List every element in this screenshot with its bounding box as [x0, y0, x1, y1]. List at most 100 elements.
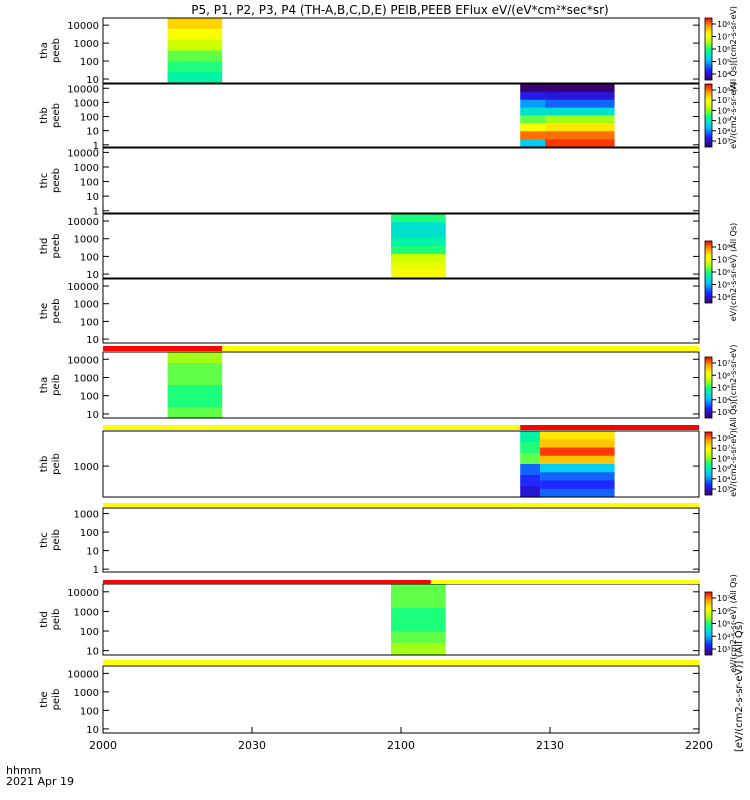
spectrogram-cell — [520, 486, 541, 498]
colorbar-gradient — [704, 240, 713, 304]
colorbar-tick-label: 10⁵ — [717, 384, 730, 393]
spectrogram-cell — [540, 447, 615, 457]
panel-label-probe: thb — [39, 107, 50, 124]
spectrogram-cell — [520, 131, 546, 140]
colorbar-tick-label: 10⁷ — [717, 256, 730, 265]
spectrogram-cell — [391, 584, 446, 597]
y-tick-label: 1000 — [74, 607, 99, 618]
x-tick-label: 2100 — [387, 739, 415, 752]
y-tick-label: 100 — [80, 627, 99, 638]
x-axis: hhmm 2021 Apr 19 2000 2030 2100 2130 2200 — [6, 727, 713, 788]
spectrogram-cell — [167, 61, 223, 73]
y-tick-label: 100 — [80, 178, 99, 189]
colorbar-tick-label: 10⁸ — [717, 86, 730, 95]
panel-the-peeb: 10000 1000 100 10 the peeb — [39, 278, 700, 346]
figure-title: P5, P1, P2, P3, P4 (TH-A,B,C,D,E) PEIB,P… — [191, 3, 608, 17]
flag-segment — [103, 346, 223, 351]
colorbar-tick-label: 10⁴ — [717, 127, 730, 136]
panel-label-probe: the — [39, 691, 50, 707]
panel-frame — [102, 278, 700, 344]
y-tick-label: 10 — [86, 725, 99, 736]
spectrogram-cell — [545, 123, 615, 132]
x-axis-label-date: 2021 Apr 19 — [6, 775, 74, 788]
colorbar-tick-label: 10⁴ — [717, 396, 730, 405]
colorbar-label: eV/(cm2-s-sr-eV) — [729, 430, 738, 497]
spectrogram-cell — [520, 431, 541, 443]
y-tick-label: 10 — [86, 410, 99, 421]
colorbar-tick-label: 10⁵ — [717, 465, 730, 474]
spectrogram-cell — [391, 238, 446, 247]
y-tick-label: 10000 — [67, 21, 99, 32]
panel-label-product: peeb — [51, 299, 62, 324]
panel-label-product: peib — [51, 689, 62, 711]
spectrogram-cell — [520, 475, 541, 487]
spectrogram-cell — [167, 352, 223, 364]
spectrogram-cell — [545, 99, 615, 109]
spectrogram-cell — [520, 91, 546, 101]
spectrogram-cell — [167, 50, 223, 62]
colorbar-tha-peeb: 10⁸ 10⁷ 10⁶ 10⁵ 10⁴(All Qs)[(cm2-s-sr-eV) — [704, 6, 738, 92]
panel-label-product: peeb — [51, 234, 62, 259]
spectrogram-cell — [167, 385, 223, 397]
colorbar-tick-label: 10⁵ — [717, 117, 730, 126]
spectrogram-cell — [520, 139, 546, 148]
y-tick-label: 10000 — [67, 355, 99, 366]
spectrogram-cell — [540, 464, 615, 473]
spectrogram-block — [520, 431, 541, 498]
colorbar-gradient — [704, 17, 713, 81]
spectrogram-cell — [391, 230, 446, 239]
colorbar-tick-label: 10⁷ — [717, 444, 730, 453]
colorbar-tick-label: 10⁷ — [717, 33, 730, 42]
spectrogram-cell — [520, 107, 546, 117]
panel-frame — [102, 147, 700, 214]
y-tick-label: 100 — [80, 392, 99, 403]
y-tick-label: 10 — [86, 647, 99, 658]
spectrogram-cell — [520, 84, 546, 93]
panel-thc-peeb: 10000 1000 100 10 1 thc peeb — [39, 147, 700, 218]
panel-tha-peeb: 10000 1000 100 10 tha peeb — [39, 17, 700, 86]
spectrogram-cell — [391, 607, 446, 621]
colorbar-gradient — [704, 356, 713, 419]
panel-label-product: peib — [51, 453, 62, 475]
panel-frame — [102, 507, 700, 573]
colorbar-tick-label: 10⁷ — [717, 359, 730, 368]
panel-thc-peib: 1000 100 10 1 thc peib — [39, 507, 700, 576]
panel-label-product: peeb — [51, 168, 62, 193]
spectrogram-cell — [540, 480, 615, 490]
panel-label-probe: thb — [39, 456, 50, 473]
spectrogram-cell — [391, 246, 446, 255]
colorbar-tick-label: 10⁵ — [717, 620, 730, 629]
colorbar-tick-label: 10⁴ — [717, 293, 730, 302]
spectrogram-block — [391, 584, 446, 656]
flag-bars-layer — [103, 346, 699, 665]
y-tick-label: 1000 — [74, 300, 99, 311]
y-tick-label: 10 — [86, 335, 99, 346]
spectrogram-cell — [391, 222, 446, 231]
y-tick-label: 1000 — [74, 688, 99, 699]
colorbar-tick-label: 10⁸ — [717, 20, 730, 29]
colorbar-tick-label: 10⁸ — [717, 243, 730, 252]
spectrogram-cell — [391, 643, 446, 656]
panel-label-probe: tha — [39, 377, 50, 393]
panel-frame — [102, 351, 700, 419]
y-tick-label: 100 — [80, 528, 99, 539]
y-tick-label: 1 — [93, 141, 99, 152]
colorbar-tick-label: 10⁶ — [717, 607, 730, 616]
colorbar-tha-peib: 10⁷ 10⁶ 10⁵ 10⁴ 10³(All Qs)[(cm2-s-sr-eV) — [704, 345, 738, 430]
colorbar-tick-label: 10⁷ — [717, 96, 730, 105]
colorbar-tick-label: 10⁵ — [717, 58, 730, 67]
y-tick-label: 1000 — [74, 373, 99, 384]
colorbar-tick-label: 10⁶ — [717, 106, 730, 115]
spectrogram-cell — [167, 72, 223, 84]
spectrogram-cell — [167, 39, 223, 52]
y-tick-label: 1000 — [74, 510, 99, 521]
y-tick-label: 10000 — [67, 148, 99, 159]
panel-frame — [102, 83, 700, 148]
panel-label-product: peeb — [51, 103, 62, 128]
panel-label-product: peib — [51, 609, 62, 631]
flag-bar — [103, 425, 699, 430]
spectrogram-cell — [545, 131, 615, 140]
panel-label-product: peib — [51, 529, 62, 551]
spectrogram-cell — [167, 407, 223, 419]
